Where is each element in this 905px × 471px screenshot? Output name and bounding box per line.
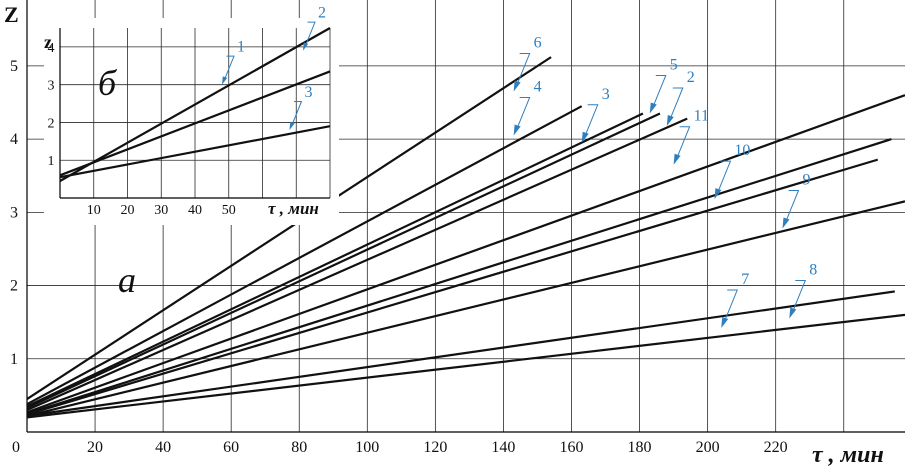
main-callout-arrowhead — [721, 317, 729, 329]
main-callout-leader — [652, 74, 667, 108]
main-callout-label: 3 — [602, 86, 610, 103]
inset-background — [44, 18, 339, 225]
inset-y-tick-label: 3 — [48, 79, 55, 94]
main-x-tick-label: 220 — [764, 439, 788, 456]
inset-x-tick-label: 40 — [188, 203, 202, 218]
main-callout-leader — [516, 96, 531, 130]
main-callout-label: 8 — [809, 262, 817, 279]
inset-callout-arrowhead — [303, 42, 309, 51]
main-y-tick-label: 3 — [10, 204, 18, 221]
inset-series-line-3 — [59, 125, 331, 179]
main-callout-label: 5 — [670, 56, 678, 73]
main-callout-arrowhead — [649, 102, 657, 114]
inset-x-tick-label: 20 — [121, 203, 135, 218]
main-callout-leader — [716, 160, 732, 194]
inset-x-tick-label: 10 — [87, 203, 101, 218]
main-callout-leader — [791, 280, 807, 313]
main-series-line-11 — [26, 94, 905, 414]
inset-y-axis-label: z — [44, 32, 52, 52]
main-x-tick-label: 100 — [355, 439, 379, 456]
inset-callout-arrowhead — [222, 76, 228, 85]
main-callout-label: 11 — [694, 108, 709, 125]
inset-series-group — [59, 27, 331, 182]
inset-callout-leader — [304, 21, 316, 47]
main-x-tick-label: 160 — [559, 439, 583, 456]
main-x-tick-label: 20 — [87, 439, 103, 456]
main-x-tick-label: 40 — [155, 439, 171, 456]
inset-y-tick-label: 4 — [48, 41, 55, 56]
main-x-tick-label: 120 — [423, 439, 447, 456]
inset-callout-leader — [291, 101, 303, 126]
main-callout-arrowhead — [782, 217, 790, 229]
main-x-tick-label: 60 — [223, 439, 239, 456]
main-y-tick-label: 1 — [10, 351, 18, 368]
main-callout-leader — [669, 87, 684, 121]
inset-callout-label: 3 — [305, 84, 313, 101]
main-y-tick-label: 2 — [10, 278, 18, 295]
main-x-tick-label: 200 — [696, 439, 720, 456]
main-panel-label: а — [118, 260, 136, 300]
inset-series-line-2 — [59, 27, 331, 182]
main-callout-label: 10 — [734, 142, 750, 159]
main-callout-label: 2 — [687, 69, 695, 86]
main-series-group — [26, 56, 905, 419]
main-series-line-7 — [26, 290, 895, 417]
main-callout-label: 7 — [741, 271, 749, 288]
main-x-tick-label: 80 — [291, 439, 307, 456]
main-callout-arrowhead — [666, 114, 674, 126]
main-callout-label: 4 — [534, 78, 542, 95]
main-y-tick-label: 4 — [10, 131, 18, 148]
inset-y-tick-label: 1 — [48, 154, 55, 169]
main-series-line-8 — [26, 313, 905, 419]
main-callout-leader — [785, 189, 800, 223]
main-y-axis-label: Z — [4, 2, 19, 27]
inset-y-tick-label: 2 — [48, 116, 55, 131]
main-x-tick-label: 180 — [628, 439, 652, 456]
main-series-line-6 — [26, 56, 552, 400]
main-callout-leader — [723, 289, 738, 323]
main-callout-arrowhead — [714, 188, 722, 200]
main-x-tick-label: 140 — [491, 439, 515, 456]
main-callout-arrowhead — [581, 131, 589, 143]
main-callout-label: 6 — [534, 35, 542, 52]
main-callout-arrowhead — [673, 153, 681, 165]
main-callout-leader — [584, 104, 599, 137]
inset-x-tick-label: 50 — [222, 203, 236, 218]
main-y-tick-label: 5 — [10, 58, 18, 75]
main-callout-leader — [676, 126, 691, 159]
inset-x-tick-label: 30 — [154, 203, 168, 218]
main-callouts: 6 4 3 52 11 10 9 7 8 — [513, 35, 817, 329]
main-callout-arrowhead — [513, 80, 521, 92]
main-series-line-unlabeled — [26, 158, 879, 416]
main-grid — [26, 0, 905, 433]
main-series-line-5 — [26, 112, 661, 409]
main-series-line-2 — [26, 117, 688, 412]
inset-series-line-1 — [59, 70, 331, 177]
main-callout-arrowhead — [789, 307, 797, 319]
main-callout-arrowhead — [513, 124, 521, 136]
main-series-line-9 — [26, 200, 905, 417]
inset-callout-label: 1 — [237, 39, 245, 56]
inset-callout-leader — [223, 55, 235, 81]
inset-callouts: 1 2 3 — [222, 5, 326, 130]
main-series-line-10 — [26, 138, 892, 415]
inset-tick-labels: 10 20 30 40 50 1 2 3 4 — [48, 41, 236, 218]
main-x-tick-label: 0 — [12, 439, 20, 456]
inset-panel-label: б — [98, 63, 118, 103]
main-x-axis-label: τ , мин — [812, 442, 884, 468]
inset-x-axis-label: τ , мин — [268, 199, 319, 218]
inset-callout-arrowhead — [289, 121, 295, 130]
main-callout-leader — [516, 53, 531, 86]
main-series-line-4 — [26, 105, 583, 406]
main-series-line-3 — [26, 112, 644, 408]
inset-callout-label: 2 — [318, 5, 326, 22]
main-callout-label: 9 — [802, 171, 810, 188]
